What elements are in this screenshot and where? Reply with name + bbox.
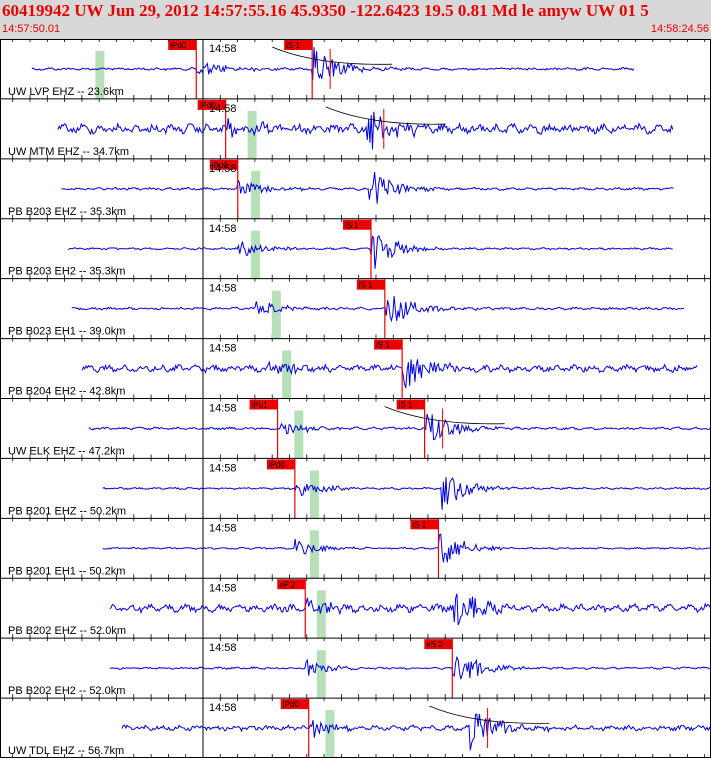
waveform-trace[interactable] [71, 295, 685, 323]
waveform-trace[interactable] [109, 593, 711, 626]
pick-window-band [247, 110, 257, 159]
pick-window-band [325, 710, 335, 758]
s-pick-label[interactable]: iS 1 [359, 281, 373, 290]
waveform-trace[interactable] [109, 655, 711, 680]
station-label: PB B204 EH2 -- 42.8km [8, 386, 125, 398]
station-label: PB B203 EH2 -- 35.3km [8, 266, 125, 278]
minute-label: 14:58 [209, 642, 237, 654]
p-pick-label[interactable]: iPd0 [212, 161, 229, 170]
minute-label: 14:58 [209, 522, 237, 534]
p-pick-label[interactable]: iPd0 [283, 700, 300, 709]
coda-duration-curve [272, 46, 393, 65]
pick-window-band [316, 590, 326, 639]
p-pick-label-box [168, 40, 197, 50]
p-pick-label-box [280, 699, 309, 710]
coda-duration-curve [429, 705, 550, 724]
event-header: 60419942 UW Jun 29, 2012 14:57:55.16 45.… [0, 0, 711, 39]
waveform-trace[interactable] [31, 46, 635, 81]
station-label: PB B201 EH1 -- 50.2km [8, 565, 125, 577]
pick-window-band [251, 170, 261, 219]
waveform-trace[interactable] [121, 713, 711, 751]
pick-window-band [309, 470, 319, 519]
station-label: PB B202 EHZ -- 52.0km [8, 625, 126, 637]
pick-window-band [294, 410, 304, 459]
s-pick-label-box [424, 639, 453, 650]
minute-label: 14:58 [209, 103, 237, 115]
pick-window-band [95, 51, 105, 99]
s-pick-label-box [342, 219, 371, 230]
station-label: UW ELK EHZ -- 47.2km [8, 445, 125, 457]
station-label: UW MTM EHZ -- 34.7km [8, 146, 129, 158]
s-pick-label[interactable]: iS 1 [286, 41, 300, 50]
s-pick-label-box [374, 339, 403, 350]
s-pick-label-box [284, 40, 313, 50]
station-label: UW TDL EHZ -- 56.7km [8, 745, 124, 757]
station-label: UW LVP EHZ -- 23.6km [8, 86, 124, 98]
station-label: PB B202 EH2 -- 52.0km [8, 685, 125, 697]
station-label: PB B023 EH1 -- 39.0km [8, 326, 125, 338]
s-pick-label-box [410, 519, 439, 530]
minute-label: 14:58 [209, 223, 237, 235]
minute-label: 14:58 [209, 43, 237, 55]
waveform-trace[interactable] [102, 477, 711, 510]
p-pick-label[interactable]: iPu1 [252, 401, 269, 410]
p-pick-label-box [209, 159, 238, 170]
s-pick-label[interactable]: eS 2 [426, 640, 443, 649]
waveform-trace[interactable] [81, 359, 698, 389]
waveform-trace[interactable] [102, 533, 710, 563]
p-pick-label-box [197, 99, 226, 110]
event-title: 60419942 UW Jun 29, 2012 14:57:55.16 45.… [2, 1, 649, 20]
minute-label: 14:58 [209, 582, 237, 594]
station-label: PB B201 EHZ -- 50.2km [8, 505, 126, 517]
waveform-trace[interactable] [57, 111, 674, 150]
p-pick-label[interactable]: iPd0 [269, 460, 286, 469]
waveform-trace[interactable] [61, 172, 674, 204]
minute-label: 14:58 [209, 283, 237, 295]
s-pick-label[interactable]: iS 1 [412, 520, 426, 529]
s-pick-label[interactable]: iS 1 [399, 401, 413, 410]
coda-duration-curve [384, 406, 505, 425]
p-pick-label[interactable]: eP 2 [279, 580, 296, 589]
s-pick-label-box [396, 399, 425, 410]
p-pick-label-box [277, 579, 306, 590]
pick-window-band [271, 290, 281, 339]
minute-label: 14:58 [209, 702, 237, 714]
p-pick-label-box [266, 459, 295, 470]
waveform-trace[interactable] [88, 413, 711, 441]
minute-label: 14:58 [209, 163, 237, 175]
pick-window-band [251, 230, 261, 279]
pick-window-band [316, 650, 326, 699]
s-pick-label[interactable]: iS 1 [345, 221, 359, 230]
minute-label: 14:58 [209, 462, 237, 474]
p-pick-label-box [249, 399, 278, 410]
station-label: PB B203 EHZ -- 35.3km [8, 206, 126, 218]
p-pick-label[interactable]: iPd0 [170, 41, 187, 50]
end-time-label: 14:58:24.56 [650, 23, 709, 35]
s-pick-label-box [356, 279, 385, 290]
start-time-label: 14:57:50.01 [2, 23, 61, 35]
minute-label: 14:58 [209, 343, 237, 355]
p-pick-label[interactable]: iPd0 [200, 101, 217, 110]
coda-duration-curve [325, 106, 446, 125]
pick-window-band [309, 530, 319, 579]
s-pick-label[interactable]: iS 1 [376, 341, 390, 350]
pick-window-band [282, 350, 292, 399]
minute-label: 14:58 [209, 403, 237, 415]
